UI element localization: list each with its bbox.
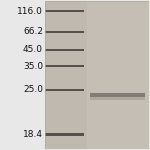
Bar xyxy=(45,10,84,12)
Text: 66.2: 66.2 xyxy=(23,27,43,36)
Bar xyxy=(45,65,84,67)
Bar xyxy=(90,93,145,97)
Bar xyxy=(45,89,84,91)
Bar xyxy=(87,1,149,149)
Bar xyxy=(45,133,84,136)
Bar xyxy=(45,49,84,51)
Text: 18.4: 18.4 xyxy=(23,130,43,139)
Bar xyxy=(45,1,87,149)
Text: 25.0: 25.0 xyxy=(23,85,43,94)
Bar xyxy=(45,1,149,149)
Text: 45.0: 45.0 xyxy=(23,45,43,54)
Bar xyxy=(45,1,149,149)
Text: 35.0: 35.0 xyxy=(23,62,43,71)
Bar xyxy=(90,97,145,100)
Text: 116.0: 116.0 xyxy=(17,7,43,16)
Bar xyxy=(45,31,84,33)
